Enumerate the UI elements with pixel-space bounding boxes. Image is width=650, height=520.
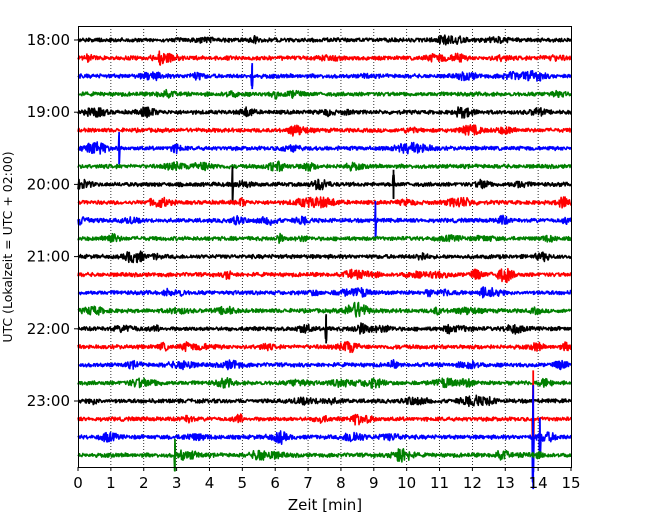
x-tick-label: 10 <box>397 474 416 492</box>
x-tick-label: 2 <box>139 474 149 492</box>
y-axis-label: UTC (Lokalzeit = UTC + 02:00) <box>0 151 15 342</box>
seismic-trace-1930 <box>77 135 572 164</box>
y-tick-label: 22:00 <box>27 320 70 338</box>
seismic-trace-1830 <box>77 64 572 87</box>
y-ticks: 18:00 19:00 20:00 21:00 22:00 23:00 <box>27 31 78 410</box>
seismic-trace-2030 <box>77 206 572 238</box>
x-tick-label: 3 <box>172 474 182 492</box>
seismic-trace-2045 <box>77 232 572 244</box>
seismic-trace-2100 <box>77 250 572 264</box>
y-tick-label: 18:00 <box>27 31 70 49</box>
seismic-trace-2215 <box>77 340 572 354</box>
x-tick-label: 11 <box>430 474 449 492</box>
seismic-trace-1915 <box>77 124 572 137</box>
x-axis-label: Zeit [min] <box>288 496 362 514</box>
seismic-trace-2115 <box>77 267 572 284</box>
x-tick-label: 0 <box>73 474 83 492</box>
seismic-trace-2330 <box>77 394 572 483</box>
x-tick-label: 5 <box>238 474 248 492</box>
seismic-trace-2130 <box>77 286 572 299</box>
x-tick-label: 9 <box>369 474 379 492</box>
x-tick-label: 4 <box>205 474 215 492</box>
seismic-trace-2145 <box>77 301 572 318</box>
plot-frame <box>78 26 572 468</box>
seismic-trace-2200 <box>77 315 572 342</box>
seismic-trace-2000 <box>77 166 572 201</box>
seismic-trace-2345 <box>77 443 572 472</box>
seismic-trace-1800 <box>77 34 572 46</box>
x-tick-label: 1 <box>106 474 116 492</box>
seismic-trace-2300 <box>77 394 572 408</box>
x-tick-label: 7 <box>303 474 313 492</box>
traces <box>77 34 572 490</box>
seismic-trace-1815 <box>77 50 572 66</box>
x-tick-label: 8 <box>336 474 346 492</box>
x-tick-label: 13 <box>496 474 515 492</box>
seismic-trace-2015 <box>77 196 572 209</box>
y-tick-label: 20:00 <box>27 175 70 193</box>
y-tick-label: 21:00 <box>27 248 70 266</box>
seismic-trace-1945 <box>77 160 572 172</box>
seismic-trace-2230 <box>77 359 572 371</box>
seismic-trace-1845 <box>77 88 572 100</box>
x-tick-label: 15 <box>561 474 580 492</box>
y-tick-label: 19:00 <box>27 103 70 121</box>
y-tick-label: 23:00 <box>27 392 70 410</box>
x-tick-label: 6 <box>270 474 280 492</box>
seismic-trace-2315 <box>77 383 572 462</box>
x-ticks: 0 1 2 3 4 5 6 7 8 9 10 11 12 13 14 15 <box>73 467 581 492</box>
seismic-trace-1900 <box>77 106 572 119</box>
x-tick-label: 14 <box>529 474 548 492</box>
seismic-trace-2245 <box>77 377 572 389</box>
x-tick-label: 12 <box>463 474 482 492</box>
